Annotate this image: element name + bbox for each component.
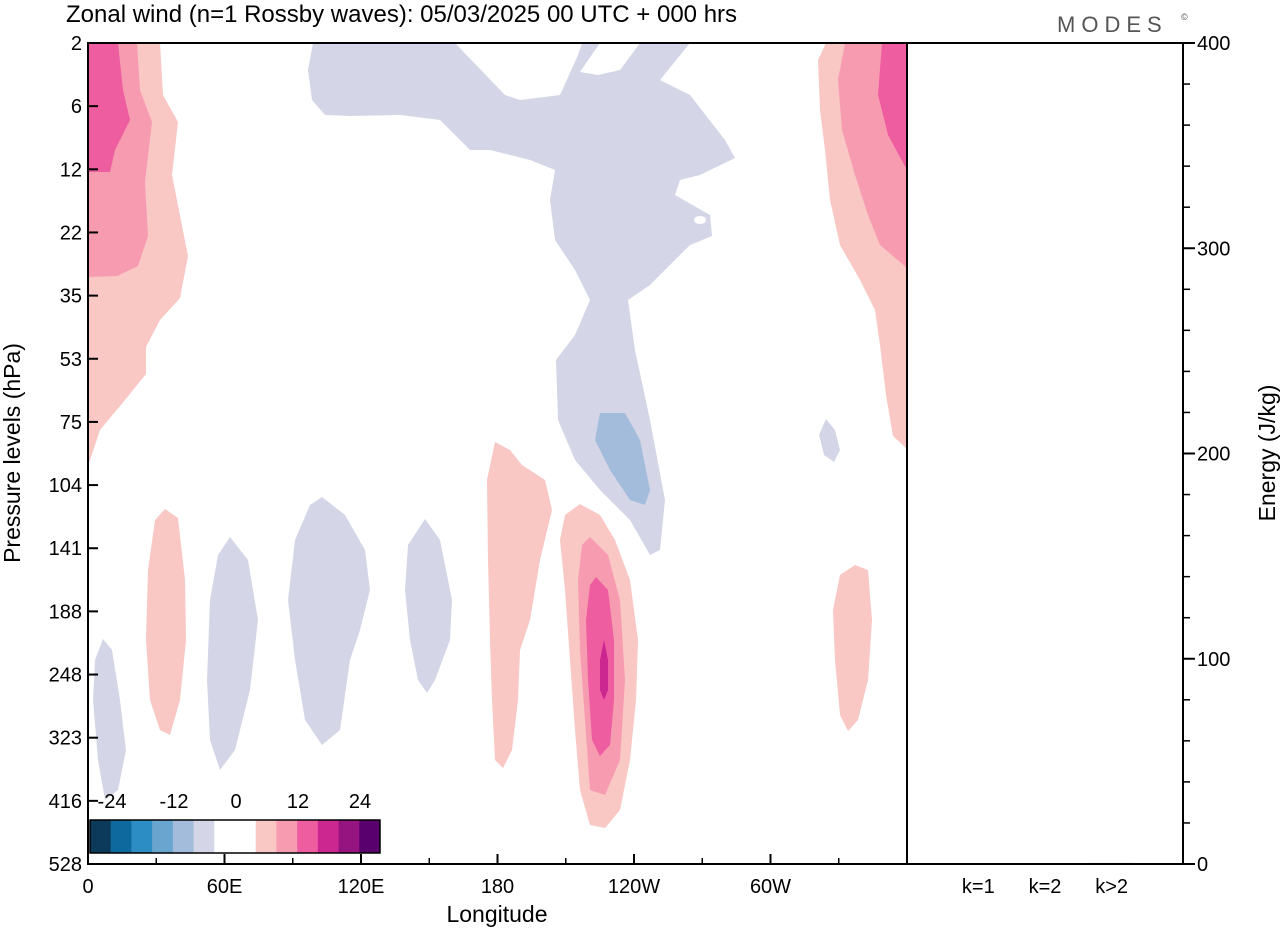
y-tick-label: 528: [49, 854, 82, 876]
colorbar-swatch: [297, 820, 319, 853]
colorbar-label: 12: [287, 791, 309, 813]
contour-cell-8: [819, 419, 840, 462]
energy-axis-ticks: 0 100 200 300 400: [1183, 33, 1230, 876]
energy-tick-label: 400: [1197, 33, 1230, 55]
x-tick-label: 60W: [750, 876, 791, 898]
contour-cell-4: [288, 497, 370, 745]
y-tick-label: 53: [60, 349, 82, 371]
y-tick-label: 75: [60, 412, 82, 434]
energy-frame: [906, 42, 1184, 865]
colorbar-border: [89, 819, 381, 854]
colorbar-label: 0: [230, 791, 241, 813]
colorbar-swatch: [110, 820, 132, 853]
colorbar-swatch: [172, 820, 194, 853]
energy-category-label: k>2: [1095, 876, 1128, 898]
energy-tick-label: 200: [1197, 444, 1230, 466]
colorbar-swatch: [90, 820, 112, 853]
energy-tick-label: 100: [1197, 649, 1230, 671]
y-axis-label: Pressure levels (hPa): [0, 343, 25, 563]
contour-cell-6: [487, 442, 552, 768]
contour-upper-hole: [580, 43, 640, 75]
colorbar-swatch: [338, 820, 360, 853]
x-tick-label: 0: [82, 876, 93, 898]
y-tick-label: 35: [60, 286, 82, 308]
contour-minus12: [595, 413, 650, 505]
contour-cell-9: [833, 565, 872, 731]
colorbar: [89, 819, 381, 854]
y-tick-label: 2: [71, 33, 82, 55]
y-tick-label: 12: [60, 159, 82, 181]
contour-right-magenta: [878, 43, 907, 170]
contour-left-magenta: [88, 43, 130, 172]
colorbar-swatch: [359, 820, 381, 853]
contour-cell-1: [93, 639, 126, 800]
y-tick-label: 188: [49, 601, 82, 623]
colorbar-label: -12: [160, 791, 189, 813]
colorbar-swatch: [317, 820, 339, 853]
x-tick-label: 180: [481, 876, 514, 898]
energy-tick-label: 300: [1197, 238, 1230, 260]
modes-logo: MODES: [1057, 12, 1168, 37]
colorbar-swatch: [131, 820, 153, 853]
y-tick-label: 416: [49, 791, 82, 813]
energy-category-label: k=2: [1029, 876, 1062, 898]
energy-bar: [1023, 863, 1067, 865]
y-tick-label: 323: [49, 728, 82, 750]
colorbar-swatch: [235, 820, 257, 853]
energy-bars: k=1 k=2 k>2: [956, 862, 1134, 898]
colorbar-swatch: [255, 820, 277, 853]
contour-field: [88, 43, 907, 828]
y-tick-label: 6: [71, 96, 82, 118]
contour-cell-3: [207, 537, 258, 770]
x-tick-label: 60E: [207, 876, 243, 898]
colorbar-swatch: [276, 820, 298, 853]
chart-title: Zonal wind (n=1 Rossby waves): 05/03/202…: [66, 1, 737, 28]
energy-category-label: k=1: [962, 876, 995, 898]
colorbar-swatch: [152, 820, 174, 853]
energy-bar: [956, 863, 1001, 865]
y-tick-label: 104: [49, 475, 82, 497]
logo-mark: ©: [1181, 12, 1188, 22]
x-tick-label: 120E: [338, 876, 385, 898]
contour-cell-7-core: [600, 640, 608, 700]
x-tick-label: 120W: [608, 876, 660, 898]
x-axis-ticks: 0 60E 120E 180 120W 60W: [82, 854, 840, 898]
y-axis-ticks: 2 6 12 22 35 53 75 104 141 188 248 323 416 528: [49, 33, 98, 876]
y-tick-label: 22: [60, 222, 82, 244]
colorbar-label: -24: [98, 791, 127, 813]
contour-cell-5: [405, 519, 452, 693]
x-axis-label: Longitude: [446, 901, 547, 927]
colorbar-label: 24: [349, 791, 371, 813]
energy-tick-label: 0: [1197, 854, 1208, 876]
energy-axis-label: Energy (J/kg): [1254, 385, 1280, 522]
contour-small-hole: [694, 216, 706, 224]
colorbar-tick-labels: -24 -12 0 12 24: [98, 791, 372, 813]
contour-cell-2: [146, 509, 186, 735]
colorbar-swatch: [193, 820, 215, 853]
y-tick-label: 141: [49, 538, 82, 560]
energy-bar: [1089, 862, 1134, 865]
colorbar-swatch: [214, 820, 236, 853]
y-tick-label: 248: [49, 665, 82, 687]
